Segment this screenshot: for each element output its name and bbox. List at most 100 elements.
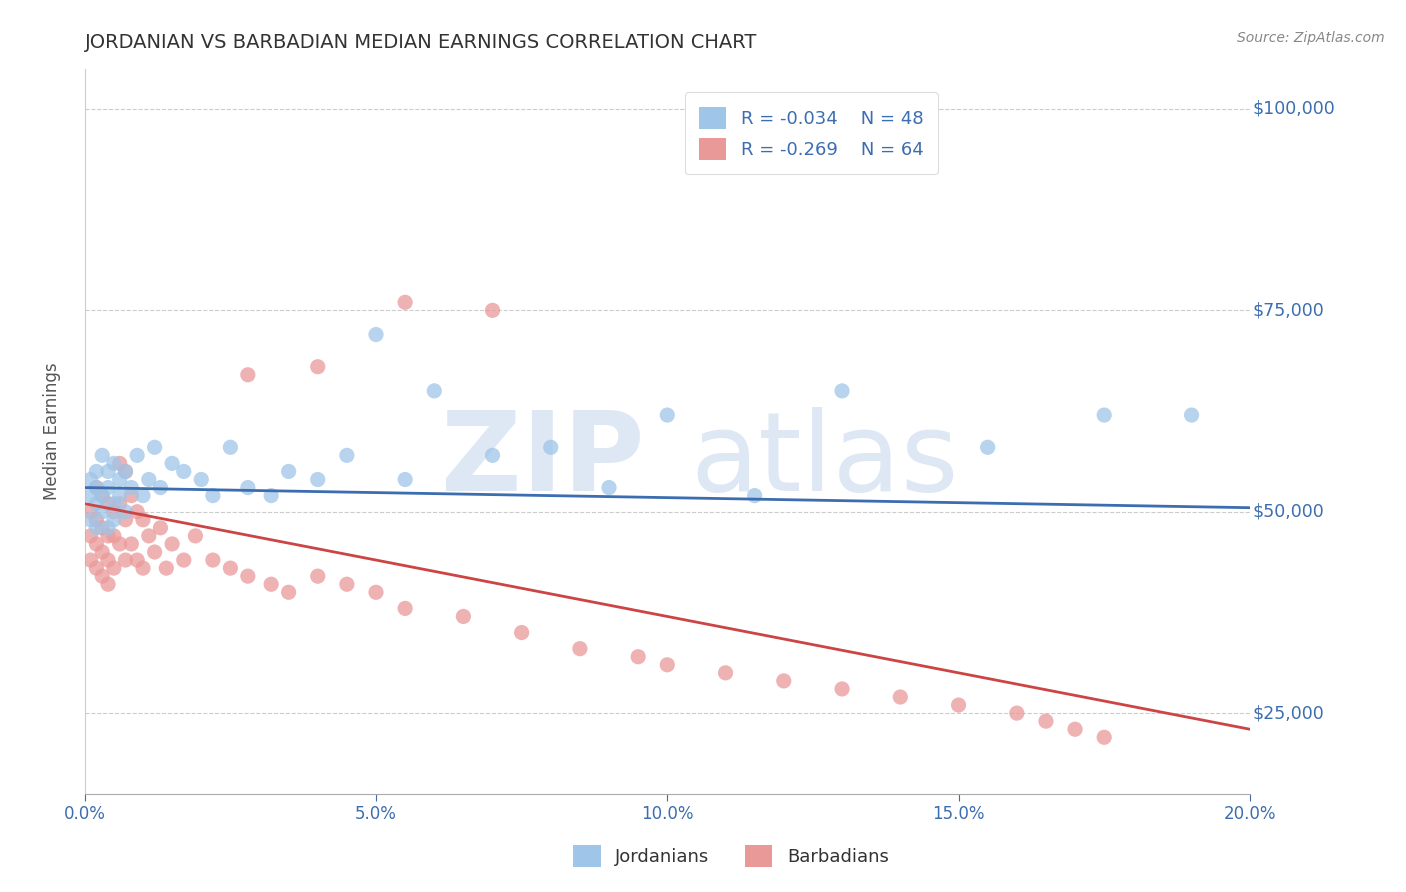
Point: [86, 537, 108, 551]
Point: [79, 505, 101, 519]
Point: [86, 521, 108, 535]
Point: [108, 457, 131, 471]
Point: [831, 384, 853, 398]
Point: [108, 473, 131, 487]
Point: [132, 513, 155, 527]
Point: [91, 569, 114, 583]
Point: [481, 448, 503, 462]
Point: [97, 553, 120, 567]
Point: [86, 481, 108, 495]
Point: [364, 585, 387, 599]
Text: $75,000: $75,000: [1253, 301, 1324, 319]
Point: [79, 553, 101, 567]
Point: [1005, 706, 1028, 720]
Point: [394, 601, 416, 615]
Point: [657, 408, 679, 422]
Point: [138, 529, 160, 543]
Point: [132, 489, 155, 503]
Point: [1064, 723, 1087, 737]
Point: [97, 481, 120, 495]
Point: [307, 473, 329, 487]
Point: [97, 529, 120, 543]
Point: [114, 513, 136, 527]
Point: [103, 513, 125, 527]
Point: [173, 465, 195, 479]
Point: [138, 473, 160, 487]
Point: [149, 481, 172, 495]
Point: [127, 553, 149, 567]
Point: [598, 481, 620, 495]
Point: [103, 529, 125, 543]
Point: [143, 545, 166, 559]
Point: [160, 537, 183, 551]
Point: [236, 481, 259, 495]
Point: [86, 561, 108, 575]
Point: [190, 473, 212, 487]
Point: [1092, 408, 1115, 422]
Text: ZIP: ZIP: [440, 407, 644, 514]
Point: [394, 473, 416, 487]
Point: [277, 585, 299, 599]
Point: [108, 537, 131, 551]
Point: [201, 553, 224, 567]
Point: [120, 481, 142, 495]
Text: JORDANIAN VS BARBADIAN MEDIAN EARNINGS CORRELATION CHART: JORDANIAN VS BARBADIAN MEDIAN EARNINGS C…: [84, 33, 756, 52]
Point: [103, 505, 125, 519]
Point: [889, 690, 911, 704]
Point: [79, 489, 101, 503]
Point: [160, 457, 183, 471]
Point: [127, 505, 149, 519]
Legend: Jordanians, Barbadians: Jordanians, Barbadians: [567, 838, 896, 874]
Point: [91, 489, 114, 503]
Point: [1035, 714, 1057, 728]
Point: [97, 521, 120, 535]
Point: [394, 295, 416, 310]
Point: [1180, 408, 1202, 422]
Point: [277, 465, 299, 479]
Point: [143, 440, 166, 454]
Legend: R = -0.034    N = 48, R = -0.269    N = 64: R = -0.034 N = 48, R = -0.269 N = 64: [685, 92, 938, 174]
Point: [91, 505, 114, 519]
Point: [260, 489, 283, 503]
Point: [364, 327, 387, 342]
Point: [114, 553, 136, 567]
Point: [97, 577, 120, 591]
Point: [236, 368, 259, 382]
Point: [108, 489, 131, 503]
Point: [336, 448, 359, 462]
Point: [1092, 731, 1115, 745]
Point: [307, 569, 329, 583]
Point: [79, 529, 101, 543]
Point: [86, 497, 108, 511]
Text: $50,000: $50,000: [1253, 503, 1324, 521]
Point: [103, 457, 125, 471]
Point: [86, 513, 108, 527]
Point: [481, 303, 503, 318]
Point: [744, 489, 766, 503]
Point: [86, 465, 108, 479]
Text: atlas: atlas: [690, 407, 959, 514]
Point: [976, 440, 998, 454]
Point: [114, 465, 136, 479]
Point: [307, 359, 329, 374]
Point: [627, 649, 650, 664]
Point: [120, 489, 142, 503]
Text: Source: ZipAtlas.com: Source: ZipAtlas.com: [1237, 31, 1385, 45]
Point: [173, 553, 195, 567]
Point: [657, 657, 679, 672]
Point: [108, 497, 131, 511]
Point: [91, 489, 114, 503]
Point: [155, 561, 177, 575]
Point: [236, 569, 259, 583]
Point: [97, 497, 120, 511]
Point: [91, 545, 114, 559]
Y-axis label: Median Earnings: Median Earnings: [44, 362, 60, 500]
Point: [132, 561, 155, 575]
Point: [219, 440, 242, 454]
Point: [79, 513, 101, 527]
Point: [103, 497, 125, 511]
Point: [260, 577, 283, 591]
Point: [86, 481, 108, 495]
Point: [97, 465, 120, 479]
Text: $25,000: $25,000: [1253, 704, 1324, 723]
